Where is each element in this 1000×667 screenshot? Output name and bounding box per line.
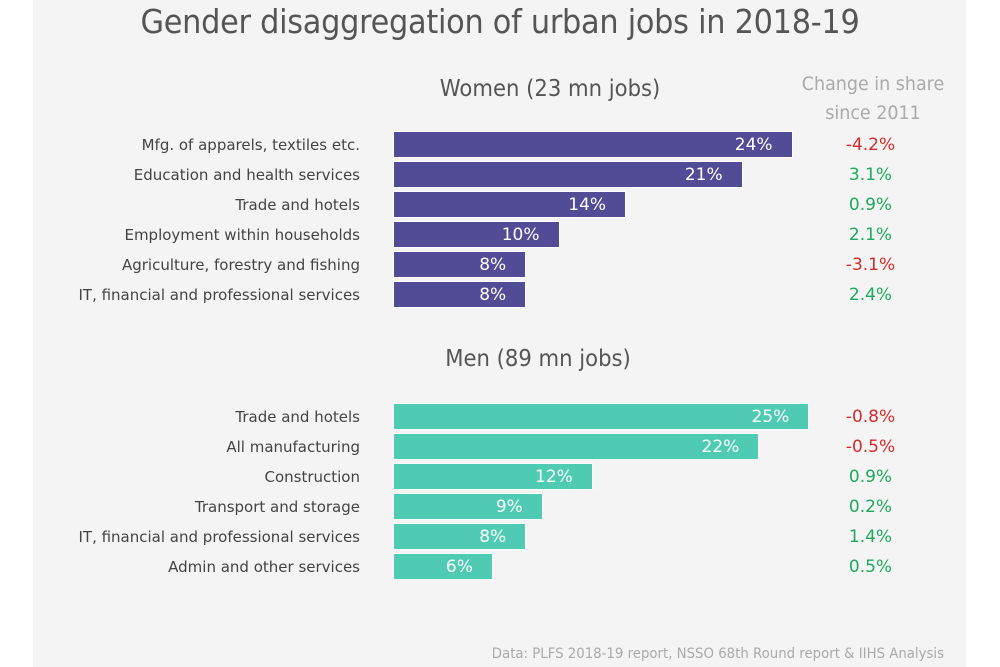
women-bar-value-label: 8%	[479, 285, 507, 305]
women-category-label: Education and health services	[133, 166, 360, 184]
men-bar	[393, 433, 760, 460]
women-bar-value-label: 24%	[734, 135, 773, 155]
women-category-label: Mfg. of apparels, textiles etc.	[141, 136, 360, 154]
men-change-value: 0.5%	[848, 557, 893, 577]
women-category-label: Agriculture, forestry and fishing	[121, 256, 360, 274]
men-change-value: 0.2%	[848, 497, 893, 517]
men-category-label: Trade and hotels	[235, 408, 360, 426]
women-change-value: -3.1%	[845, 255, 896, 275]
women-bar-value-label: 14%	[568, 195, 607, 215]
women-change-value: -4.2%	[845, 135, 896, 155]
men-change-value: 1.4%	[848, 527, 893, 547]
men-bar-value-label: 22%	[701, 437, 740, 457]
change-header-line-2: since 2011	[825, 102, 921, 124]
men-category-label: Transport and storage	[194, 498, 360, 516]
men-bar	[393, 553, 493, 580]
chart-background	[33, 0, 966, 667]
women-bar-value-label: 8%	[479, 255, 507, 275]
chart-title: Gender disaggregation of urban jobs in 2…	[140, 2, 860, 41]
men-bar-value-label: 25%	[751, 407, 790, 427]
women-bar	[393, 251, 527, 278]
women-change-value: 2.4%	[848, 285, 893, 305]
women-category-label: IT, financial and professional services	[78, 286, 360, 304]
women-category-label: Trade and hotels	[235, 196, 360, 214]
women-bar-value-label: 21%	[684, 165, 723, 185]
change-header-line-1: Change in share	[801, 73, 945, 95]
men-section-title: Men (89 mn jobs)	[445, 346, 631, 372]
women-bar-value-label: 10%	[501, 225, 540, 245]
women-bar	[393, 131, 793, 158]
women-bar	[393, 221, 560, 248]
women-section-title: Women (23 mn jobs)	[439, 76, 661, 102]
men-category-label: Admin and other services	[168, 558, 360, 576]
change-column-header: Change in share since 2011	[790, 70, 956, 128]
source-note: Data: PLFS 2018-19 report, NSSO 68th Rou…	[491, 646, 944, 662]
men-bar-value-label: 12%	[535, 467, 573, 487]
men-category-label: IT, financial and professional services	[78, 528, 360, 546]
men-bar-value-label: 8%	[479, 527, 507, 547]
men-change-value: 0.9%	[848, 467, 893, 487]
women-change-value: 3.1%	[848, 165, 893, 185]
men-change-value: -0.5%	[845, 437, 896, 457]
men-bar-value-label: 6%	[445, 557, 473, 577]
men-category-label: All manufacturing	[226, 438, 360, 456]
women-category-label: Employment within households	[124, 226, 360, 244]
men-change-value: -0.8%	[845, 407, 896, 427]
men-bar	[393, 403, 810, 430]
men-bar	[393, 493, 543, 520]
women-bar	[393, 161, 743, 188]
women-bar	[393, 281, 527, 308]
men-bar-value-label: 9%	[495, 497, 523, 517]
women-change-value: 2.1%	[848, 225, 893, 245]
women-change-value: 0.9%	[848, 195, 893, 215]
men-category-label: Construction	[264, 468, 360, 486]
men-bar	[393, 523, 527, 550]
men-bar	[393, 463, 593, 490]
women-bar	[393, 191, 627, 218]
